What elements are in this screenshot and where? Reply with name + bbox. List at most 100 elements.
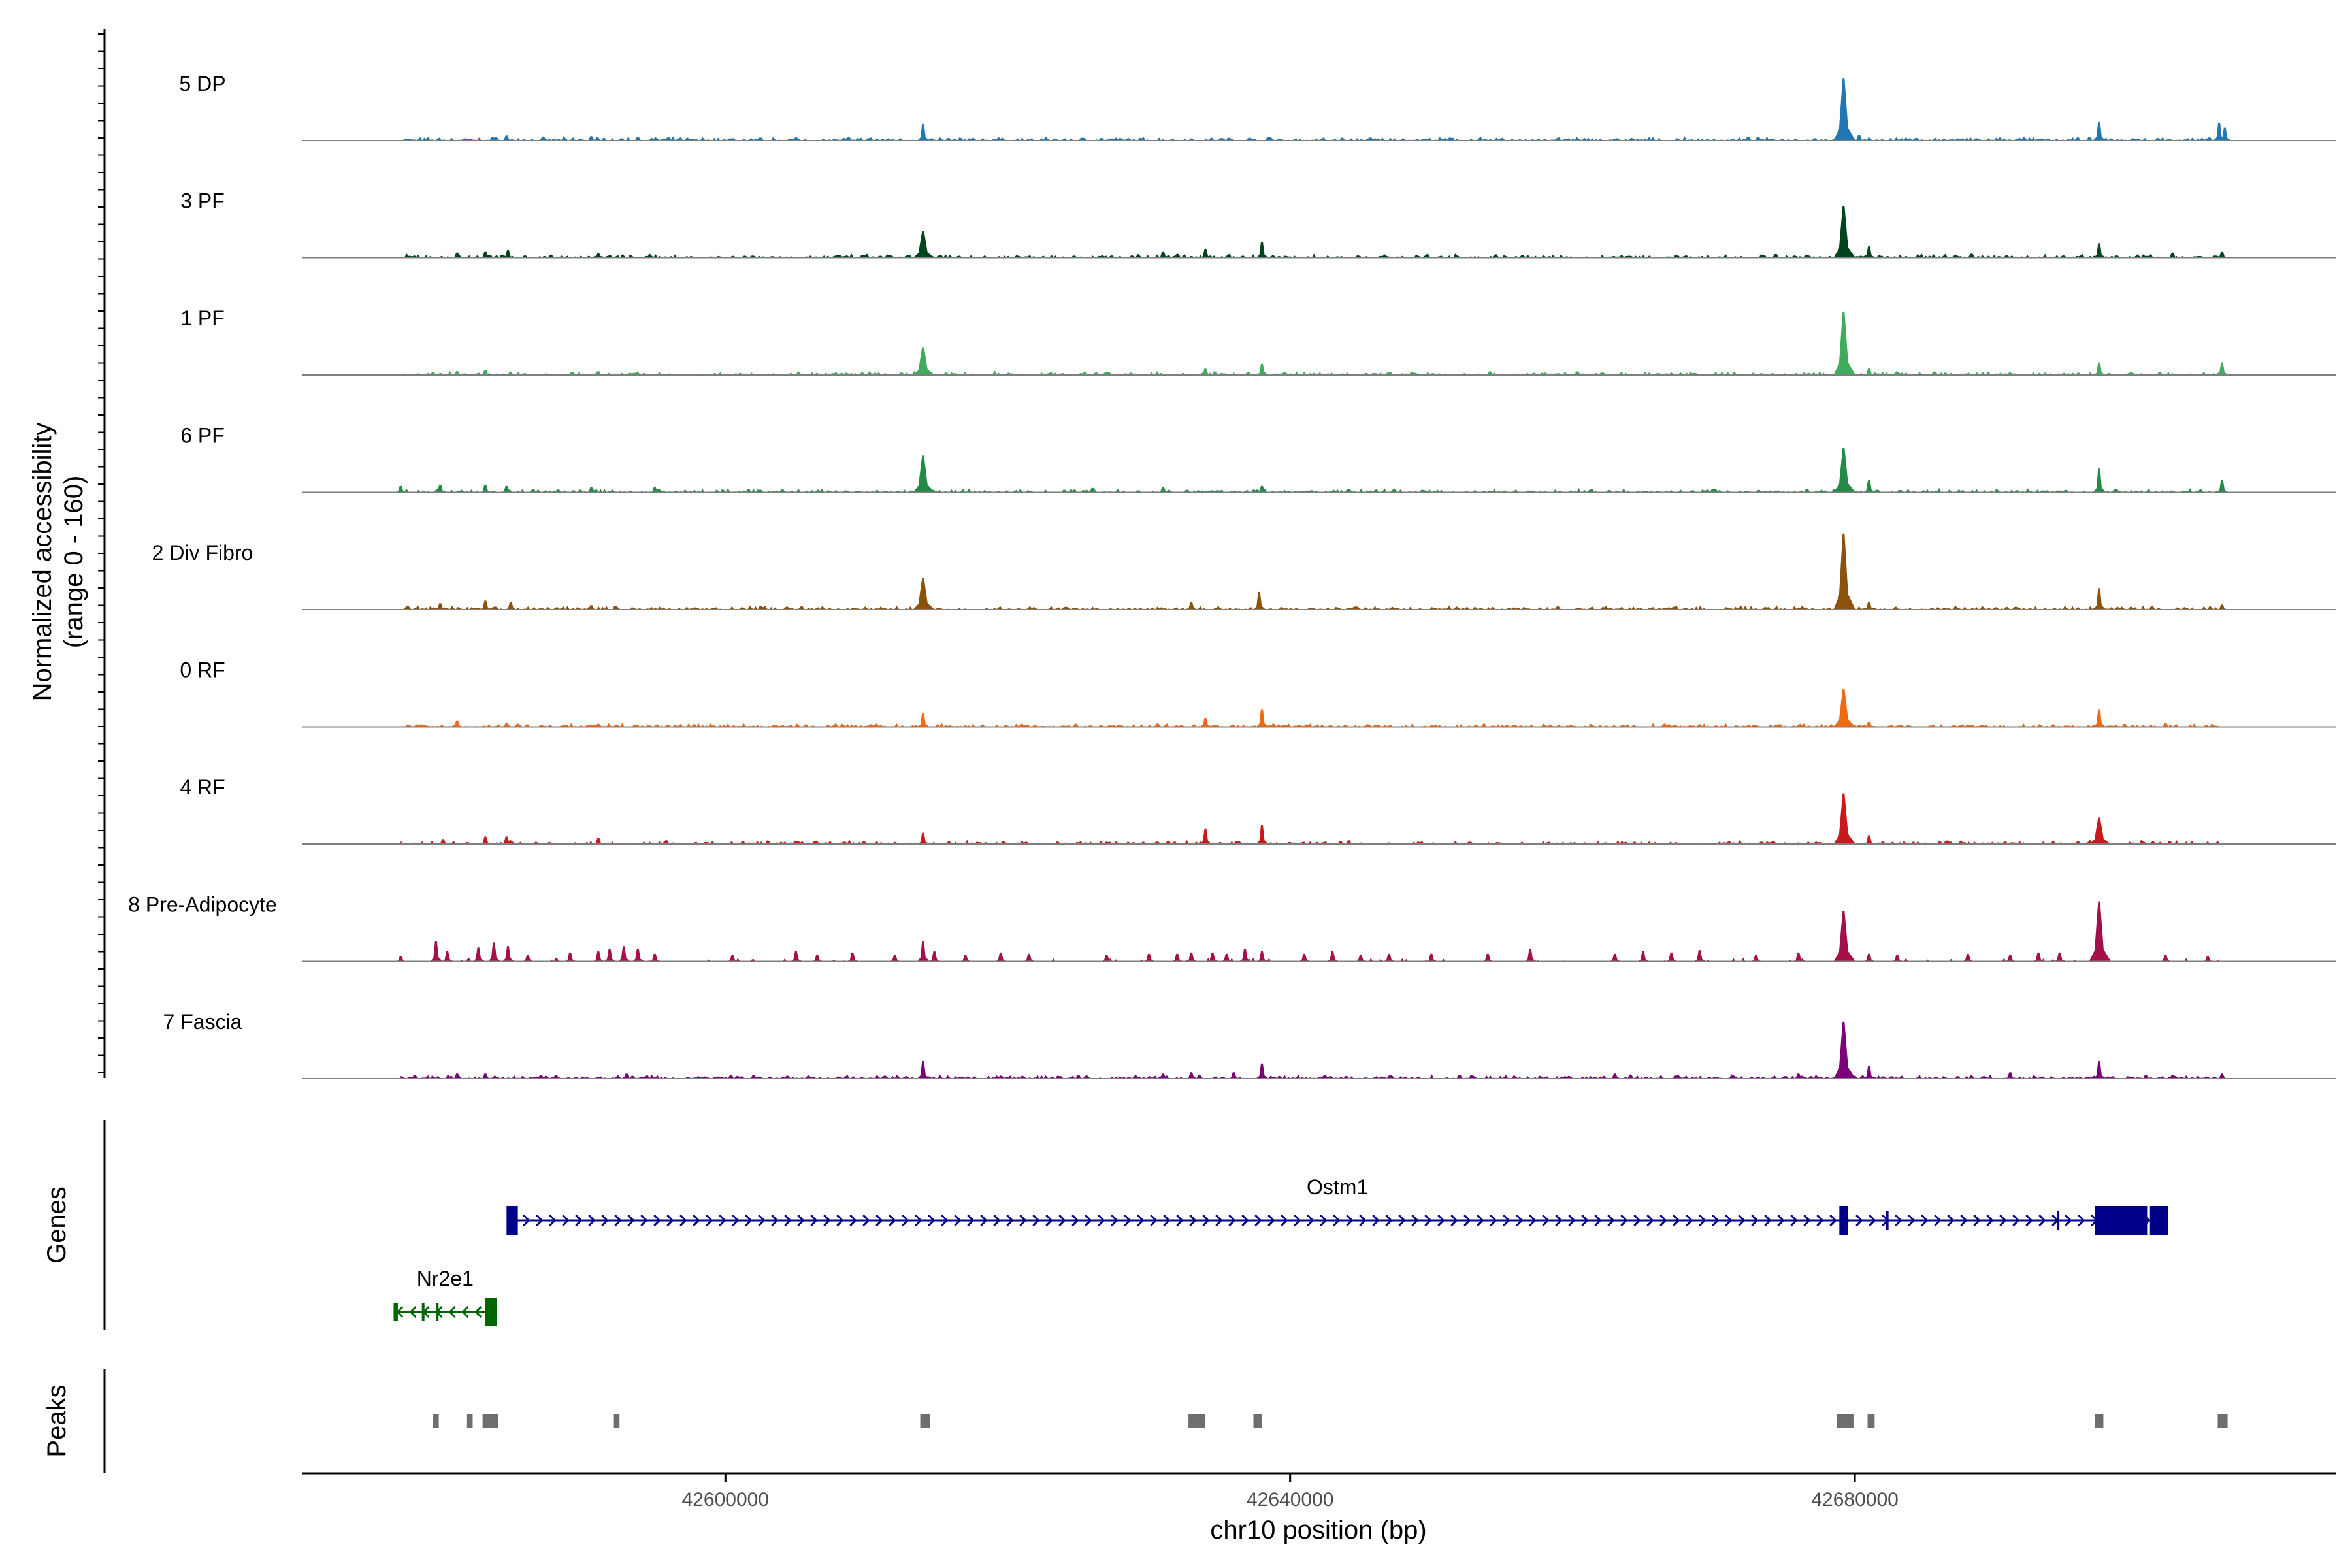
coverage-peak	[913, 347, 935, 375]
exon	[393, 1303, 398, 1321]
coverage-peak	[928, 951, 941, 962]
track-label: 3 PF	[180, 189, 225, 213]
coverage-peak	[2053, 952, 2066, 962]
coverage-peak	[1228, 1072, 1241, 1079]
peaks-axis-title: Peaks	[42, 1384, 71, 1457]
coverage-peak	[1833, 78, 1855, 140]
gene-label: Ostm1	[1307, 1175, 1368, 1199]
coverage-peak	[1072, 1075, 1085, 1079]
exon	[2149, 1206, 2168, 1235]
coverage-peak	[1157, 1073, 1170, 1079]
coverage-peak	[585, 136, 598, 140]
coverage-peak	[1863, 835, 1876, 844]
coverage-peak	[2093, 709, 2106, 727]
coverage-peak	[1256, 709, 1269, 727]
coverage-background	[400, 605, 2222, 610]
coverage-peak	[2159, 723, 2172, 727]
gene-model: Nr2e1	[393, 1267, 497, 1326]
coverage-peak	[1200, 248, 1213, 258]
coverage-peak	[593, 253, 606, 258]
coverage-peak	[1157, 251, 1170, 258]
coverage-peak	[917, 941, 930, 962]
x-tick-label: 42600000	[682, 1489, 769, 1511]
coverage-track: 8 Pre-Adipocyte	[128, 893, 2336, 962]
coverage-peak	[593, 723, 606, 727]
coverage-peak	[451, 720, 465, 727]
x-tick-label: 42680000	[1811, 1489, 1898, 1511]
coverage-peak	[2202, 956, 2215, 962]
coverage-track: 5 DP	[179, 72, 2336, 141]
coverage-peak	[1833, 793, 1855, 844]
coverage-background	[400, 136, 2222, 140]
coverage-peak	[480, 370, 493, 375]
coverage-peak	[649, 953, 662, 962]
exon	[506, 1206, 518, 1235]
coverage-peak	[2213, 122, 2226, 140]
coverage-peak	[2216, 362, 2229, 375]
coverage-peak	[755, 606, 768, 610]
coverage-y-ticks	[98, 33, 105, 1073]
coverage-peak	[1256, 485, 1269, 493]
exon	[1886, 1211, 1889, 1230]
peak-region	[433, 1414, 439, 1428]
peak-region	[1837, 1414, 1854, 1428]
coverage-track: 2 Div Fibro	[152, 533, 2336, 610]
coverage-peak	[1833, 533, 1855, 610]
coverage-peak	[889, 955, 902, 962]
coverage-peak	[480, 1073, 493, 1079]
coverage-peak	[1863, 602, 1876, 610]
coverage-peak	[451, 371, 465, 375]
x-axis: 42600000 42640000 42680000 chr10 position …	[302, 1472, 2336, 1544]
track-label: 7 Fascia	[163, 1010, 242, 1034]
coverage-background	[400, 1074, 2222, 1079]
coverage-peak	[604, 949, 617, 962]
track-label: 1 PF	[180, 306, 225, 330]
track-label: 2 Div Fibro	[152, 541, 253, 564]
coverage-peak	[480, 251, 493, 258]
coverage-peak	[1792, 952, 1806, 962]
coverage-peak	[2093, 121, 2106, 140]
coverage-peak	[917, 1060, 930, 1079]
coverage-peak	[1863, 1066, 1876, 1079]
coverage-peak	[1853, 135, 1866, 140]
coverage-peak	[1157, 487, 1170, 493]
coverage-peak	[1454, 1075, 1467, 1079]
x-axis-title: chr10 position (bp)	[1210, 1516, 1426, 1544]
coverage-peak	[847, 952, 860, 962]
x-axis-ticks: 42600000 42640000 42680000	[682, 1473, 1899, 1511]
coverage-peak	[593, 951, 606, 962]
peaks-panel: Peaks	[42, 1369, 2228, 1473]
coverage-peak	[1354, 955, 1368, 962]
coverage-peak	[395, 956, 408, 962]
coverage-peak	[1101, 955, 1114, 962]
coverage-peak	[1863, 480, 1876, 493]
coverage-peak	[1833, 206, 1855, 258]
coverage-peak	[441, 951, 454, 962]
coverage-background	[400, 722, 2222, 727]
coverage-peak	[1143, 953, 1156, 962]
coverage-peak	[617, 946, 631, 962]
coverage-peak	[451, 252, 465, 258]
coverage-peak	[505, 602, 518, 610]
coverage-peak	[2216, 1073, 2229, 1079]
peak-region	[1188, 1414, 1206, 1428]
peak-region	[1253, 1414, 1262, 1428]
coverage-peak	[632, 137, 645, 140]
coverage-peak	[409, 1075, 422, 1079]
coverage-peak	[1693, 950, 1707, 962]
coverage-tracks: 5 DP 3 PF 1 PF 6 PF 2 Div Fibro 0 RF 4 RF 8 Pre…	[128, 72, 2336, 1079]
gene-models: Ostm1 Nr2e1	[393, 1175, 2168, 1326]
coverage-peak	[1482, 953, 1495, 962]
coverage-background	[400, 840, 2222, 844]
coverage-peak	[2166, 252, 2180, 258]
track-label: 4 RF	[180, 776, 225, 799]
coverage-peak	[395, 485, 408, 493]
coverage-peak	[959, 955, 973, 962]
coverage-peak	[621, 1073, 634, 1079]
coverage-peak	[2159, 955, 2172, 962]
coverage-peak	[593, 838, 606, 844]
coverage-track: 6 PF	[180, 424, 2336, 493]
coverage-peak	[1792, 1073, 1806, 1079]
genes-panel: Genes Ostm1 Nr2e1	[42, 1120, 2168, 1330]
coverage-peak	[402, 606, 415, 610]
